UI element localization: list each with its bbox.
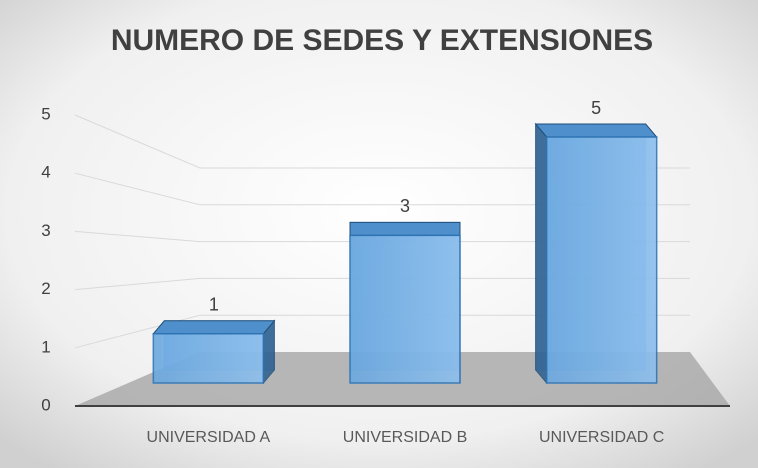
grid-line: [74, 314, 690, 349]
bar-top: [349, 221, 461, 236]
bar-front: [349, 234, 461, 384]
y-tick-label: 3: [41, 221, 50, 240]
bar-side: [535, 122, 548, 385]
chart-title: NUMERO DE SEDES Y EXTENSIONES: [111, 24, 653, 57]
bar-top: [152, 320, 276, 335]
grid-line: [74, 172, 690, 206]
y-tick-label: 4: [41, 163, 50, 182]
x-tick-label: UNIVERSIDAD A: [147, 429, 271, 446]
bar: [534, 122, 658, 385]
grid-line: [74, 114, 690, 169]
y-tick-label: 2: [41, 279, 50, 298]
bar-top: [534, 123, 658, 138]
y-tick-label: 5: [41, 104, 50, 123]
bar: [349, 221, 461, 384]
grid-line: [74, 230, 690, 243]
bar-front: [152, 333, 265, 384]
x-tick-label: UNIVERSIDAD C: [539, 429, 664, 446]
bar: [152, 319, 276, 385]
data-label: 1: [209, 295, 219, 315]
bar-front: [545, 136, 658, 384]
data-label: 3: [400, 196, 410, 216]
grid-line: [74, 277, 690, 291]
x-tick-label: UNIVERSIDAD B: [343, 429, 467, 446]
y-tick-label: 1: [41, 337, 50, 356]
data-label: 5: [591, 98, 601, 118]
y-tick-label: 0: [41, 395, 50, 414]
